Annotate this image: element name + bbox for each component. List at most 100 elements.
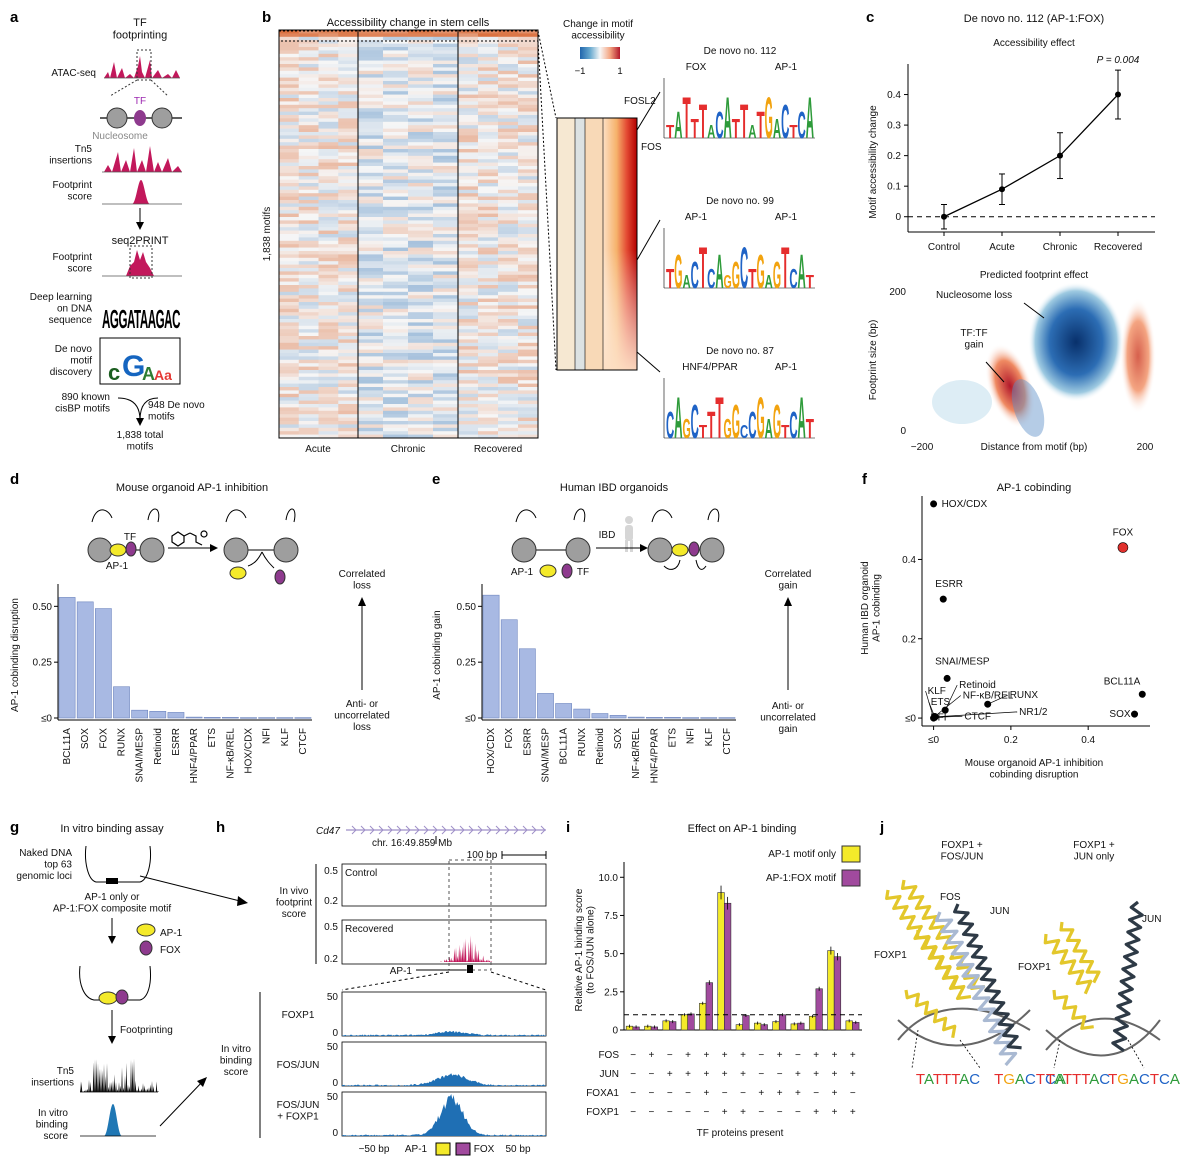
heatmap-cell <box>478 366 499 371</box>
heatmap-cell <box>498 223 519 228</box>
g-fox-ellipse <box>139 940 153 956</box>
heatmap-cell <box>498 234 519 238</box>
i-ytick-label: 7.5 <box>604 911 618 922</box>
chromosome-coord: chr. 16:49.859 Mb <box>372 838 452 849</box>
motif-letter: C <box>691 255 699 297</box>
heatmap-cell <box>383 336 409 340</box>
zoom-label-fosl2: FOSL2 <box>624 96 656 107</box>
heatmap-cell <box>298 434 319 439</box>
heatmap-cell <box>298 251 319 255</box>
heatmap-cell <box>338 111 359 116</box>
heatmap-cell <box>433 383 459 388</box>
gene-chevron <box>459 825 465 835</box>
d-arrow-top-label: Correlated loss <box>339 569 386 592</box>
heatmap-cell <box>318 308 339 313</box>
heatmap-cell <box>518 380 539 384</box>
panel-i: i Effect on AP-1 binding Relative AP-1 b… <box>566 819 862 1139</box>
heatmap-cell <box>318 220 339 225</box>
heatmap-cell <box>433 115 459 119</box>
heatmap-cell <box>383 370 409 374</box>
heatmap-cell <box>338 261 359 265</box>
heatmap-cell <box>318 376 339 381</box>
heatmap-cell <box>408 64 434 68</box>
heatmap-cell <box>358 373 384 378</box>
heatmap-cell <box>279 30 300 34</box>
heatmap-cell <box>358 431 384 435</box>
heatmap-cell <box>298 60 319 65</box>
heatmap-cell <box>478 166 499 170</box>
heatmap-cell <box>358 135 384 140</box>
heatmap-cell <box>408 257 434 262</box>
heatmap-cell <box>478 203 499 208</box>
heatmap-cell <box>433 308 459 313</box>
heatmap-cell <box>408 295 434 299</box>
i-ytick-label: 5.0 <box>604 949 618 960</box>
heatmap-cell <box>383 40 409 44</box>
j-foxp1-label: FOXP1 <box>874 950 907 961</box>
heatmap-cell <box>518 308 539 313</box>
heatmap-cell <box>433 57 459 61</box>
heatmap-cell <box>338 325 359 330</box>
heatmap-cell <box>458 264 479 269</box>
motif-letter: A <box>748 122 756 142</box>
heatmap-cell <box>458 298 479 303</box>
heatmap-cell <box>478 108 499 112</box>
heatmap-cell <box>318 53 339 58</box>
heatmap-cell <box>279 196 300 201</box>
heatmap-cell <box>518 298 539 303</box>
heatmap-cell <box>408 40 434 44</box>
heatmap-cell <box>318 145 339 150</box>
heatmap-cell <box>458 223 479 228</box>
heatmap-cell <box>383 138 409 143</box>
motif-letter: G <box>732 255 740 297</box>
heatmap-cell <box>408 91 434 95</box>
heatmap-cell <box>318 166 339 170</box>
heatmap-cell <box>383 210 409 214</box>
heatmap-cell <box>478 152 499 157</box>
d-ytick-label: 0.25 <box>33 658 53 669</box>
zoom-heatmap <box>556 117 638 371</box>
heatmap-cell <box>338 339 359 344</box>
heatmap-cell <box>433 200 459 204</box>
i-ytick-label: 2.5 <box>604 987 618 998</box>
heatmap-cell <box>318 336 339 340</box>
heatmap-cell <box>383 213 409 218</box>
heatmap-cell <box>318 196 339 201</box>
heatmap-cell <box>518 166 539 170</box>
heatmap-cell <box>338 380 359 384</box>
f-ytick-label: ≤0 <box>905 714 916 725</box>
c-series-line <box>943 94 1119 218</box>
heatmap-cell <box>298 363 319 367</box>
motif-letter: G <box>674 246 682 299</box>
heatmap-cell <box>518 118 539 123</box>
i-protein-sign: − <box>667 1107 673 1118</box>
heatmap-cell <box>298 237 319 242</box>
heatmap-cell <box>408 155 434 160</box>
heatmap-cell <box>433 142 459 146</box>
heatmap-cell <box>408 196 434 201</box>
heatmap-cell <box>408 390 434 395</box>
heatmap-cell <box>298 203 319 208</box>
heatmap-cell <box>478 414 499 418</box>
heatmap-cell <box>498 206 519 211</box>
heatmap-cell <box>358 196 384 201</box>
heatmap-cell <box>383 203 409 208</box>
gene-chevron <box>351 825 357 835</box>
heatmap-cell <box>358 145 384 150</box>
heatmap-cell <box>433 40 459 44</box>
heatmap-cell <box>458 74 479 78</box>
heatmap-cell <box>498 271 519 276</box>
zoom-connector-bottom <box>537 40 557 371</box>
heatmap-cell <box>518 295 539 299</box>
heatmap-cell <box>318 186 339 191</box>
heatmap-cell <box>318 261 339 265</box>
motif-letter: A <box>798 386 806 451</box>
zoom-col-1 <box>557 118 575 370</box>
heatmap-cell <box>458 196 479 201</box>
heatmap-cell <box>279 135 300 140</box>
h-zoom-box <box>448 859 492 971</box>
f-point <box>1131 710 1139 718</box>
footprint-ylabel: Footprint size (bp) <box>868 320 879 401</box>
heatmap-cell <box>433 108 459 112</box>
heatmap-cell <box>338 251 359 255</box>
